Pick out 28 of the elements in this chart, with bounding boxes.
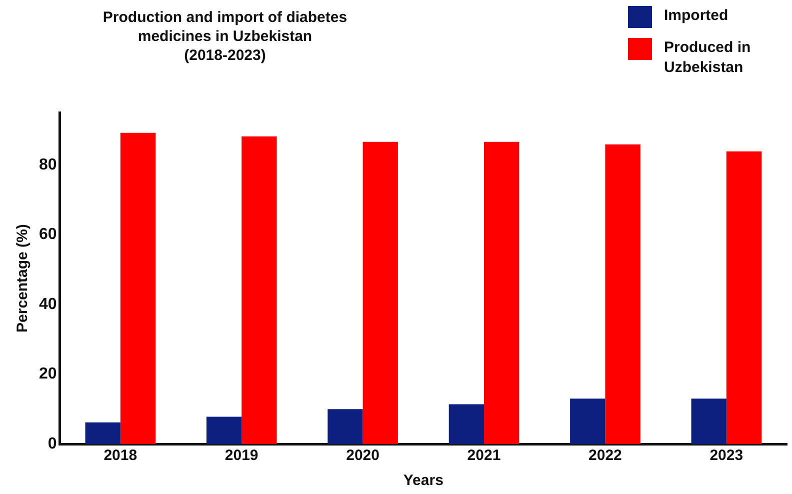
bar: [242, 136, 277, 444]
bar: [605, 144, 640, 444]
x-tick-label: 2023: [710, 447, 744, 464]
chart-title: Production and import of diabetes medicines in Uzbekistan (2018-2023): [102, 8, 348, 65]
legend-label: Produced in Uzbekistan: [664, 38, 752, 78]
x-tick-label: 2021: [467, 447, 501, 464]
bar: [484, 142, 520, 444]
x-tick-label: 2019: [224, 447, 258, 464]
x-tick-label: 2020: [346, 447, 380, 464]
x-axis-title: Years: [403, 472, 444, 490]
x-tick-label: 2022: [588, 447, 622, 464]
bar: [691, 398, 726, 444]
y-tick-label: 80: [39, 156, 57, 174]
bar: [362, 142, 398, 444]
bar: [85, 422, 120, 444]
bar: [726, 151, 762, 444]
y-tick-label: 40: [39, 296, 57, 313]
x-tick-label: 2018: [104, 447, 138, 464]
bar: [120, 132, 156, 444]
bar: [448, 404, 484, 444]
bar: [570, 398, 606, 444]
y-tick-label: 60: [39, 226, 57, 244]
y-tick-label: 20: [39, 366, 57, 383]
y-tick-label: 0: [48, 435, 57, 452]
legend-label: Imported: [664, 6, 730, 26]
bar: [206, 416, 242, 444]
y-axis-title: Percentage (%): [14, 224, 32, 332]
bar: [328, 409, 363, 444]
